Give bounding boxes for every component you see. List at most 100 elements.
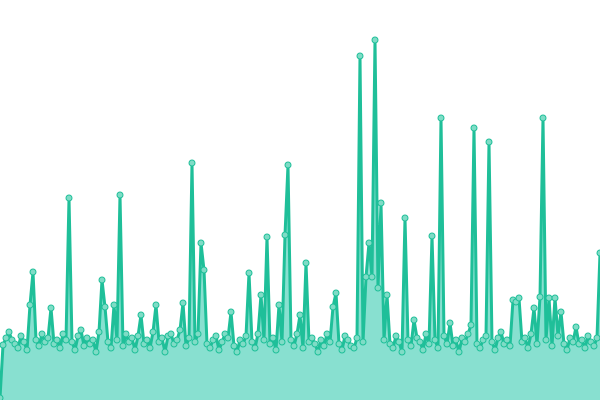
data-point-62 [182, 342, 190, 350]
data-point-87 [257, 291, 265, 299]
data-point-200 [596, 249, 600, 257]
data-point-118 [350, 344, 358, 352]
data-point-192 [572, 323, 580, 331]
data-point-82 [242, 332, 250, 340]
data-point-52 [152, 301, 160, 309]
data-point-45 [131, 346, 139, 354]
series-markers [0, 36, 600, 400]
data-point-135 [401, 214, 409, 222]
data-point-95 [281, 231, 289, 239]
data-point-185 [551, 294, 559, 302]
data-point-108 [320, 342, 328, 350]
data-point-125 [371, 36, 379, 44]
data-point-14 [38, 330, 46, 338]
data-point-31 [89, 336, 97, 344]
data-point-81 [239, 340, 247, 348]
data-point-37 [107, 344, 115, 352]
data-point-34 [98, 276, 106, 284]
data-point-149 [443, 340, 451, 348]
data-point-165 [491, 346, 499, 354]
data-point-180 [536, 293, 544, 301]
data-point-90 [266, 340, 274, 348]
data-point-109 [323, 330, 331, 338]
data-point-102 [302, 259, 310, 267]
data-point-132 [392, 332, 400, 340]
data-point-84 [248, 338, 256, 346]
data-point-77 [227, 308, 235, 316]
data-point-131 [389, 344, 397, 352]
data-point-186 [554, 332, 562, 340]
data-point-23 [65, 194, 73, 202]
data-point-167 [497, 328, 505, 336]
data-point-129 [383, 291, 391, 299]
data-point-170 [506, 342, 514, 350]
data-point-35 [101, 303, 109, 311]
data-point-194 [578, 336, 586, 344]
data-point-136 [404, 336, 412, 344]
data-point-13 [35, 342, 43, 350]
data-point-16 [44, 334, 52, 342]
data-point-191 [569, 338, 577, 346]
data-point-134 [398, 348, 406, 356]
data-point-187 [557, 308, 565, 316]
data-point-177 [527, 330, 535, 338]
data-point-106 [314, 348, 322, 356]
data-point-68 [200, 266, 208, 274]
data-point-196 [584, 332, 592, 340]
data-point-93 [275, 301, 283, 309]
data-point-179 [533, 340, 541, 348]
data-point-79 [233, 348, 241, 356]
data-point-99 [293, 330, 301, 338]
data-point-128 [380, 336, 388, 344]
data-point-142 [422, 330, 430, 338]
data-point-124 [368, 273, 376, 281]
data-point-153 [455, 348, 463, 356]
data-point-50 [146, 344, 154, 352]
data-point-57 [167, 330, 175, 338]
data-point-151 [449, 342, 457, 350]
data-point-91 [269, 334, 277, 342]
data-point-25 [71, 346, 79, 354]
data-point-137 [407, 342, 415, 350]
data-point-105 [311, 340, 319, 348]
data-point-40 [116, 191, 124, 199]
data-point-150 [446, 319, 454, 327]
data-point-147 [437, 114, 445, 122]
data-point-85 [251, 344, 259, 352]
data-point-126 [374, 284, 382, 292]
data-point-6 [14, 344, 22, 352]
data-point-112 [332, 289, 340, 297]
data-point-74 [218, 338, 226, 346]
data-point-96 [284, 161, 292, 169]
data-point-189 [563, 346, 571, 354]
data-point-32 [92, 348, 100, 356]
data-point-178 [530, 304, 538, 312]
data-point-97 [287, 336, 295, 344]
data-point-183 [545, 294, 553, 302]
data-point-78 [230, 342, 238, 350]
data-point-29 [83, 334, 91, 342]
data-point-152 [452, 336, 460, 344]
data-point-113 [335, 340, 343, 348]
data-point-70 [206, 344, 214, 352]
data-point-54 [158, 334, 166, 342]
data-point-19 [53, 336, 61, 344]
data-point-98 [290, 342, 298, 350]
data-point-121 [359, 338, 367, 346]
data-point-89 [263, 233, 271, 241]
data-point-8 [20, 338, 28, 346]
data-point-182 [542, 336, 550, 344]
data-point-120 [356, 52, 364, 60]
data-point-49 [143, 336, 151, 344]
data-point-145 [431, 336, 439, 344]
data-point-156 [464, 330, 472, 338]
data-point-160 [476, 344, 484, 352]
data-point-12 [32, 336, 40, 344]
data-point-166 [494, 334, 502, 342]
data-point-28 [80, 342, 88, 350]
data-point-127 [377, 199, 385, 207]
data-point-143 [425, 340, 433, 348]
data-point-11 [29, 268, 37, 276]
data-point-72 [212, 332, 220, 340]
